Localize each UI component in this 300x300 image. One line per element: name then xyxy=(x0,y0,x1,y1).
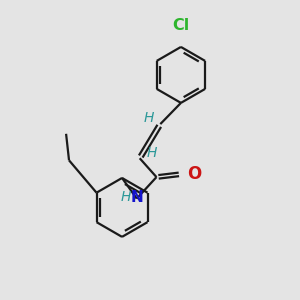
Text: O: O xyxy=(188,165,202,183)
Text: H: H xyxy=(147,146,157,160)
Text: N: N xyxy=(130,190,143,206)
Text: H: H xyxy=(144,111,154,124)
Text: H: H xyxy=(121,190,131,204)
Text: Cl: Cl xyxy=(172,18,190,33)
